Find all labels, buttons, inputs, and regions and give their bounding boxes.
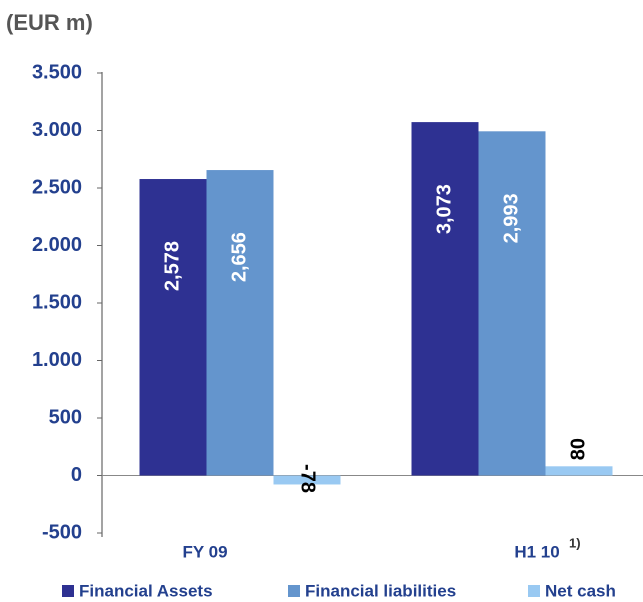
legend-swatch	[528, 585, 540, 597]
legend-label: Financial Assets	[79, 581, 213, 600]
y-tick-label: 3.500	[32, 61, 82, 83]
value-label: 3,073	[433, 184, 455, 234]
y-tick-label: 0	[71, 464, 82, 486]
y-tick-label: 500	[49, 406, 82, 428]
y-tick-label: 2.000	[32, 234, 82, 256]
bar	[273, 475, 341, 485]
bar	[139, 179, 207, 476]
legend-swatch	[288, 585, 300, 597]
x-tick-label: FY 09	[182, 542, 227, 561]
value-label: -78	[297, 464, 319, 493]
value-label: 80	[567, 438, 589, 460]
x-tick-label: H1 10	[514, 542, 559, 561]
value-label: 2,993	[500, 193, 522, 243]
legend-label: Financial liabilities	[305, 581, 456, 600]
y-tick-label: 2.500	[32, 176, 82, 198]
bar	[206, 170, 274, 476]
bar	[411, 122, 479, 476]
bar	[545, 466, 613, 476]
footnote-marker: 1)	[569, 535, 581, 550]
bar	[478, 131, 546, 476]
y-tick-label: 1.000	[32, 349, 82, 371]
y-tick-label: 3.000	[32, 119, 82, 141]
legend-label: Net cash	[545, 581, 616, 600]
value-label: 2,578	[161, 241, 183, 291]
y-tick-label: -500	[42, 521, 82, 543]
legend-swatch	[62, 585, 74, 597]
value-label: 2,656	[228, 232, 250, 282]
chart-title: (EUR m)	[6, 10, 93, 35]
y-tick-label: 1.500	[32, 291, 82, 313]
